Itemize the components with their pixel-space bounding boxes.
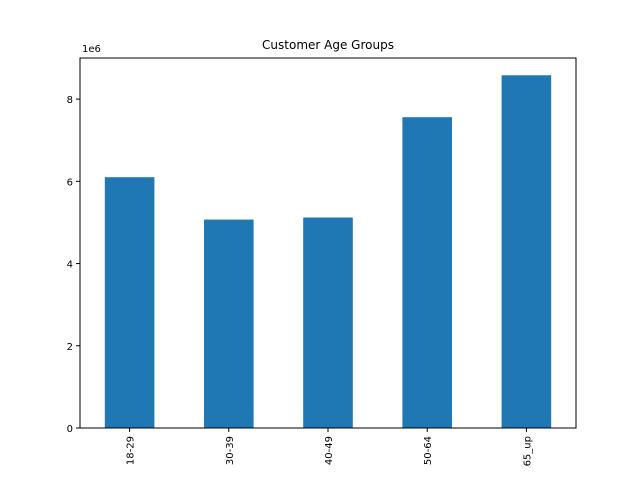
bar-65_up (501, 75, 552, 429)
y-tick-label: 4 (67, 260, 73, 271)
x-tick-label: 30-39 (225, 436, 236, 465)
y-tick-label: 0 (67, 424, 73, 435)
y-axis-offset-label: 1e6 (82, 44, 101, 55)
y-tick-label: 8 (67, 95, 73, 106)
bar-40-49 (303, 217, 353, 428)
x-axis: 18-29 30-39 40-49 50-64 65_up (126, 428, 533, 466)
chart-title: Customer Age Groups (262, 38, 394, 52)
x-tick-label: 65_up (522, 436, 533, 466)
bar-18-29 (104, 177, 155, 428)
y-tick-label: 6 (67, 177, 73, 188)
bars-layer (104, 75, 552, 429)
bar-30-39 (204, 219, 254, 428)
y-tick-label: 2 (67, 342, 73, 353)
plot-frame (79, 57, 577, 429)
x-tick-label: 40-49 (324, 436, 335, 465)
x-tick-label: 50-64 (423, 436, 434, 465)
bar-50-64 (402, 117, 452, 428)
y-axis: 0 2 4 6 8 (67, 95, 80, 435)
x-tick-label: 18-29 (126, 436, 137, 465)
